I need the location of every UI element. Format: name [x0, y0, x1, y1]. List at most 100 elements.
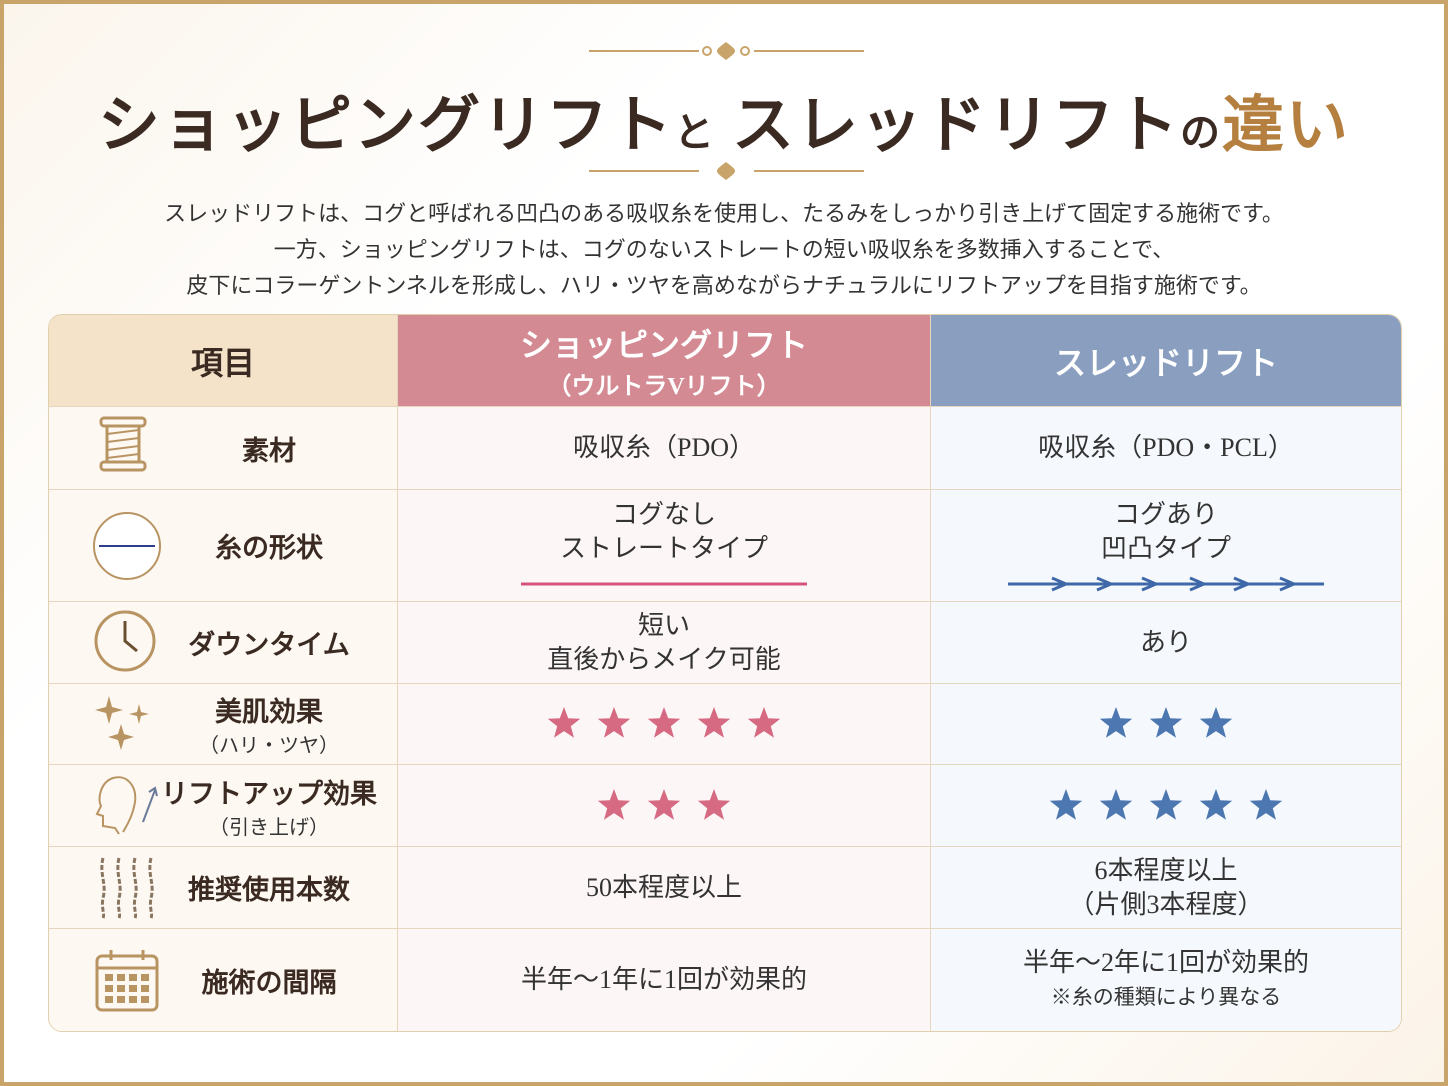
table-cell — [931, 765, 1401, 847]
table-cell: あり — [931, 602, 1401, 684]
intro-line: 皮下にコラーゲントンネルを形成し、ハリ・ツヤを高めながらナチュラルにリフトアップ… — [186, 273, 1262, 298]
row-icon — [99, 416, 147, 472]
star — [597, 707, 631, 738]
star-rating — [597, 788, 731, 820]
cell-text: 6本程度以上 — [1094, 855, 1238, 885]
row-label-text: 推奨使用本数 — [188, 875, 350, 905]
row-icon — [94, 610, 156, 671]
row-label-text: リフトアップ効果 — [161, 778, 377, 809]
table-cell — [398, 765, 931, 847]
star-rating — [1049, 788, 1283, 820]
comparison-table: 項目 ショッピングリフト （ウルトラVリフト） スレッドリフト素材 吸収糸（PDO） 吸収… — [48, 314, 1402, 1032]
table-cell: 吸収糸（PDO・PCL） — [931, 407, 1401, 490]
row-label-text: 糸の形状 — [215, 533, 323, 563]
star-rating — [547, 707, 781, 738]
table-cell: 糸の形状 — [49, 490, 398, 602]
ornament — [589, 162, 864, 180]
star — [647, 707, 681, 738]
row-sublabel: （ハリ・ツヤ） — [199, 735, 339, 757]
table-cell: スレッドリフト — [931, 315, 1401, 407]
table-cell: ショッピングリフト （ウルトラVリフト） — [398, 315, 931, 407]
star — [1199, 788, 1233, 820]
star — [1099, 788, 1133, 820]
table-cell: 短い直後からメイク可能 — [398, 602, 931, 684]
cell-text: （片側3本程度） — [1068, 889, 1264, 919]
star — [1199, 707, 1233, 738]
table-cell: リフトアップ効果 （引き上げ） — [49, 765, 398, 847]
table-cell: 推奨使用本数 — [49, 847, 398, 929]
table-cell: コグなしストレートタイプ — [398, 490, 931, 602]
row-label-text: 素材 — [242, 435, 296, 466]
cell-text: あり — [1139, 627, 1192, 657]
cell-text: コグなし — [611, 499, 716, 529]
row-sublabel: （引き上げ） — [209, 816, 329, 839]
table-cell: 6本程度以上 （片側3本程度） — [931, 847, 1401, 929]
row-label: 美肌効果 （ハリ・ツヤ） — [161, 690, 377, 758]
star — [1249, 788, 1283, 820]
row-label: リフトアップ効果 （引き上げ） — [161, 772, 377, 840]
star — [597, 788, 631, 820]
row-label-text: ダウンタイム — [188, 630, 350, 660]
cell-text: コグあり — [1113, 499, 1218, 529]
star — [647, 788, 681, 820]
title: ショッピングリフトと スレッドリフトの違い — [4, 74, 1444, 164]
cell-text: 直後からメイク可能 — [547, 644, 781, 674]
table-cell: 半年～2年に1回が効果的 ※糸の種類により異なる — [931, 929, 1401, 1031]
table-cell: コグあり 凹凸タイプ — [931, 490, 1401, 602]
intro-line: スレッドリフトは、コグと呼ばれる凹凸のある吸収糸を使用し、たるみをしっかり引き上… — [164, 201, 1284, 226]
star — [697, 788, 731, 820]
column-header: スレッドリフト — [1053, 344, 1278, 381]
table-cell — [398, 684, 931, 765]
star-rating — [1099, 707, 1233, 738]
row-label: 糸の形状 — [161, 526, 377, 565]
star — [1149, 707, 1183, 738]
star — [747, 707, 781, 738]
table-cell: 施術の間隔 — [49, 929, 398, 1031]
cog-thread — [1008, 576, 1324, 591]
table-cell: 50本程度以上 — [398, 847, 931, 929]
column-header: ショッピングリフト — [519, 327, 808, 363]
column-subheader: （ウルトラVリフト） — [547, 374, 781, 400]
row-label-text: 施術の間隔 — [201, 967, 337, 998]
row-icon — [100, 857, 154, 919]
row-label: 施術の間隔 — [161, 961, 377, 1000]
star — [697, 707, 731, 738]
star — [547, 707, 581, 738]
cell-text: 半年～2年に1回が効果的 — [1022, 948, 1309, 977]
table-cell: 素材 — [49, 407, 398, 490]
table-cell: 項目 — [49, 315, 398, 407]
row-label: 推奨使用本数 — [161, 868, 377, 907]
straight-thread — [521, 582, 807, 585]
star — [1149, 788, 1183, 820]
title-part: と — [673, 110, 716, 155]
cell-text: ストレートタイプ — [559, 533, 768, 563]
cell-text: 短い — [637, 610, 690, 640]
table-cell: 美肌効果 （ハリ・ツヤ） — [49, 684, 398, 765]
cell-text: ※糸の種類により異なる — [1050, 985, 1282, 1009]
title-part: スレッドリフト — [731, 92, 1180, 160]
row-icon — [95, 696, 149, 750]
table-cell: 半年～1年に1回が効果的 — [398, 929, 931, 1031]
table-cell — [931, 684, 1401, 765]
table-cell: ダウンタイム — [49, 602, 398, 684]
table-cell: 吸収糸（PDO） — [398, 407, 931, 490]
cell-text: 吸収糸（PDO・PCL） — [1038, 433, 1294, 462]
title-part: ショッピングリフト — [97, 92, 674, 160]
row-icon — [93, 511, 161, 580]
cell-text: 50本程度以上 — [585, 872, 742, 902]
row-icon — [95, 950, 159, 1012]
intro: スレッドリフトは、コグと呼ばれる凹凸のある吸収糸を使用し、たるみをしっかり引き上… — [4, 196, 1444, 304]
row-label-text: 美肌効果 — [215, 697, 323, 727]
star — [1049, 788, 1083, 820]
cell-text: 半年～1年に1回が効果的 — [520, 965, 807, 994]
title-part: 違い — [1222, 92, 1351, 160]
star — [1099, 707, 1133, 738]
row-label: ダウンタイム — [161, 623, 377, 662]
row-label: 素材 — [161, 429, 377, 468]
column-header: 項目 — [190, 344, 255, 381]
cell-text: 吸収糸（PDO） — [572, 433, 755, 462]
ornament — [589, 42, 864, 60]
title-part: の — [1180, 110, 1222, 155]
intro-line: 一方、ショッピングリフトは、コグのないストレートの短い吸収糸を多数挿入することで… — [273, 237, 1175, 262]
